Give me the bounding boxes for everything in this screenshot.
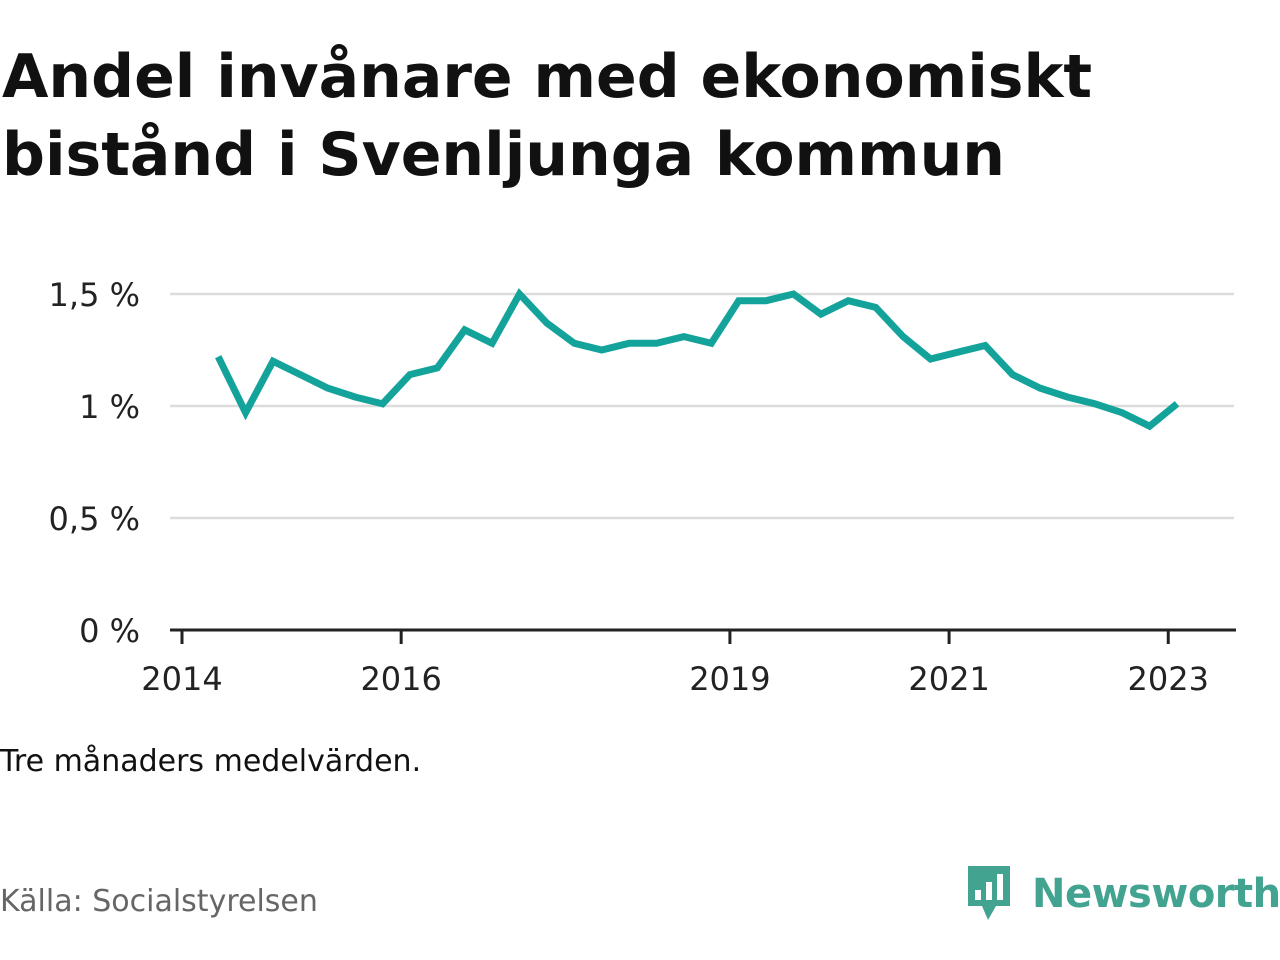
bar-chart-speech-bubble-icon — [968, 866, 1010, 920]
series-line — [215, 288, 1180, 431]
x-tick-label: 2014 — [141, 660, 222, 698]
x-tick-label: 2021 — [908, 660, 989, 698]
grid-lines — [170, 292, 1234, 520]
brand-name: Newsworthy — [1032, 871, 1280, 917]
x-tick-label: 2019 — [689, 660, 770, 698]
y-tick-label: 0 % — [79, 612, 140, 650]
x-axis: 2014 2016 2019 2021 2023 — [141, 628, 1236, 698]
chart-note: Tre månaders medelvärden. — [0, 744, 422, 779]
x-tick-label: 2023 — [1128, 660, 1209, 698]
series-layer — [215, 288, 1180, 431]
source-text: Källa: Socialstyrelsen — [0, 884, 318, 919]
x-tick-label: 2016 — [360, 660, 441, 698]
chart-title: Andel invånare med ekonomiskt bistånd i … — [2, 42, 1093, 190]
y-axis-labels: 0 % 0,5 % 1 % 1,5 % — [49, 276, 140, 650]
y-tick-label: 0,5 % — [49, 500, 140, 538]
line-chart: 0 % 0,5 % 1 % 1,5 % 2014 2016 2019 2021 2023 — [49, 276, 1236, 698]
y-tick-label: 1,5 % — [49, 276, 140, 314]
y-tick-label: 1 % — [79, 388, 140, 426]
brand-logo: Newsworthy — [964, 862, 1280, 926]
